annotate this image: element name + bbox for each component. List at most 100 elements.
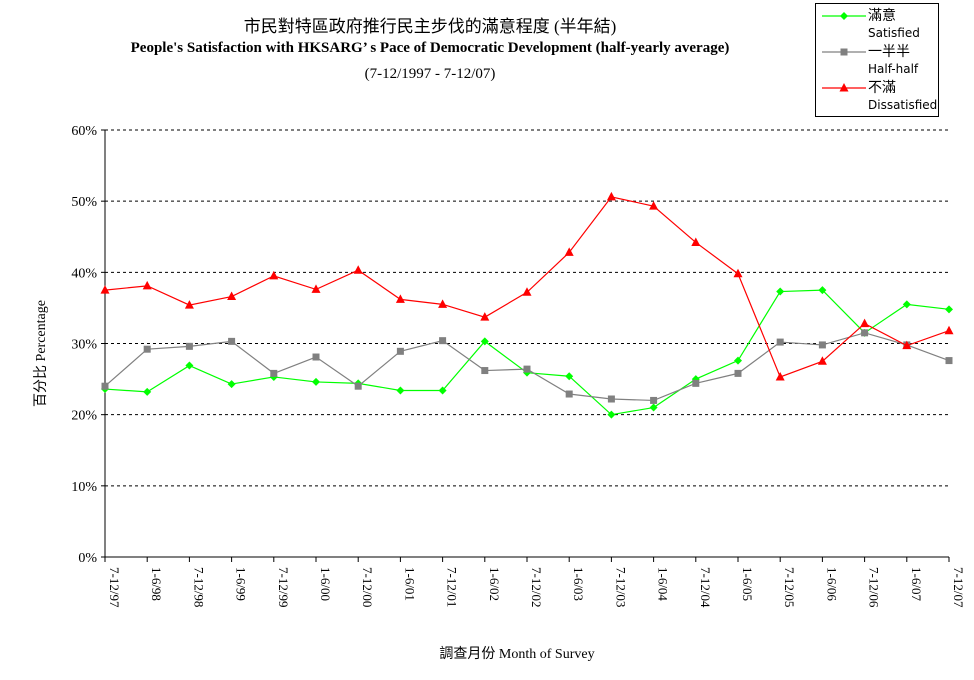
x-tick-label: 7-12/99	[276, 567, 291, 607]
data-point-dissatisfied	[649, 201, 659, 210]
data-point-half-half	[228, 337, 236, 345]
data-point-satisfied	[818, 286, 827, 295]
legend-label-zh: 不滿	[868, 80, 896, 96]
data-point-satisfied	[734, 356, 742, 365]
data-point-satisfied	[312, 377, 320, 386]
y-tick-label: 30%	[71, 338, 97, 353]
data-point-satisfied	[396, 386, 405, 395]
data-point-dissatisfied	[227, 291, 237, 301]
y-tick-label: 20%	[71, 409, 97, 424]
x-tick-label: 1-6/04	[656, 567, 671, 601]
data-point-dissatisfied	[184, 300, 194, 309]
x-tick-label: 7-12/04	[698, 567, 713, 608]
legend-marker	[840, 48, 848, 56]
chart-title-english: People's Satisfaction with HKSARG’ s Pac…	[130, 40, 730, 56]
data-point-dissatisfied	[438, 299, 448, 308]
data-point-dissatisfied	[100, 285, 110, 294]
series-line-satisfied	[104, 289, 950, 416]
data-point-half-half	[607, 395, 615, 403]
y-axis-title: 百分比 Percentage	[33, 300, 49, 407]
legend-marker	[839, 83, 849, 92]
data-point-dissatisfied	[142, 280, 152, 290]
legend-item-satisfied: 滿意 Satisfied	[816, 6, 940, 42]
data-point-satisfied	[185, 361, 194, 370]
data-point-satisfied	[649, 403, 658, 412]
data-point-half-half	[776, 338, 784, 346]
y-tick-label: 0%	[78, 551, 97, 566]
data-point-half-half	[481, 367, 489, 375]
data-point-dissatisfied	[606, 191, 616, 201]
data-point-half-half	[185, 342, 193, 350]
chart-period: (7-12/1997 - 7-12/07)	[364, 66, 496, 82]
data-point-satisfied	[945, 305, 953, 314]
data-point-half-half	[692, 379, 700, 387]
data-point-dissatisfied	[564, 247, 574, 256]
x-tick-label: 1-6/06	[824, 567, 839, 601]
legend-label-en: Satisfied	[868, 26, 920, 40]
data-point-half-half	[523, 365, 531, 373]
x-tick-label: 1-6/00	[318, 567, 333, 601]
data-point-half-half	[565, 390, 573, 398]
data-point-dissatisfied	[353, 265, 363, 274]
y-tick-label: 60%	[71, 124, 97, 139]
data-point-half-half	[818, 341, 826, 349]
x-tick-label: 7-12/02	[529, 567, 544, 607]
data-point-dissatisfied	[775, 371, 785, 381]
y-tick-label: 50%	[71, 195, 97, 210]
legend-item-half-half: 一半半 Half-half	[816, 42, 940, 78]
data-point-half-half	[396, 347, 404, 355]
data-point-dissatisfied	[480, 312, 490, 321]
x-tick-label: 1-6/01	[402, 567, 417, 601]
y-tick-label: 10%	[71, 480, 97, 495]
x-tick-label: 7-12/01	[445, 567, 460, 607]
data-point-dissatisfied	[860, 318, 870, 328]
x-tick-label: 7-12/03	[613, 567, 628, 607]
x-tick-label: 1-6/02	[487, 567, 502, 601]
legend-label-zh: 一半半	[868, 44, 910, 60]
legend-symbol-dissatisfied	[822, 83, 866, 92]
legend-label-en: Dissatisfied	[868, 98, 938, 112]
data-point-dissatisfied	[269, 270, 279, 280]
x-tick-label: 1-6/05	[740, 567, 755, 601]
data-point-dissatisfied	[902, 340, 912, 350]
x-tick-label: 7-12/00	[360, 567, 375, 607]
data-point-satisfied	[438, 386, 447, 395]
data-point-half-half	[734, 369, 742, 377]
data-point-dissatisfied	[691, 237, 701, 246]
x-tick-label: 7-12/97	[107, 567, 122, 608]
data-point-satisfied	[607, 410, 616, 419]
data-point-satisfied	[480, 337, 489, 346]
legend-symbol-half-half	[822, 48, 866, 56]
legend-label-en: Half-half	[868, 62, 919, 76]
legend: 滿意 Satisfied 一半半 Half-half 不滿 Dissatisfi…	[815, 3, 939, 117]
data-point-dissatisfied	[522, 287, 532, 296]
data-point-half-half	[312, 353, 320, 361]
chart-title: 市民對特區政府推行民主步伐的滿意程度 (半年結)	[243, 17, 617, 36]
y-tick-label: 40%	[71, 266, 97, 281]
legend-label-zh: 滿意	[868, 8, 896, 24]
legend-marker	[840, 12, 848, 20]
data-point-half-half	[270, 369, 278, 377]
data-point-half-half	[101, 382, 109, 390]
x-axis-title: 調查月份 Month of Survey	[439, 646, 594, 662]
data-point-dissatisfied	[733, 268, 743, 278]
data-point-dissatisfied	[311, 284, 321, 293]
legend-item-dissatisfied: 不滿 Dissatisfied	[816, 78, 940, 114]
data-point-half-half	[650, 396, 658, 404]
data-point-dissatisfied	[817, 356, 827, 365]
data-point-satisfied	[902, 300, 911, 309]
x-tick-label: 1-6/98	[149, 567, 164, 601]
data-point-half-half	[439, 337, 447, 345]
x-tick-label: 1-6/99	[234, 567, 249, 601]
x-tick-label: 1-6/07	[909, 567, 924, 601]
legend-symbol-satisfied	[822, 12, 866, 20]
data-point-dissatisfied	[944, 325, 954, 335]
x-tick-label: 7-12/06	[867, 567, 882, 608]
data-point-satisfied	[227, 380, 236, 389]
data-point-satisfied	[776, 287, 785, 296]
data-point-half-half	[945, 357, 953, 365]
data-point-dissatisfied	[395, 294, 405, 303]
data-point-half-half	[861, 329, 869, 337]
